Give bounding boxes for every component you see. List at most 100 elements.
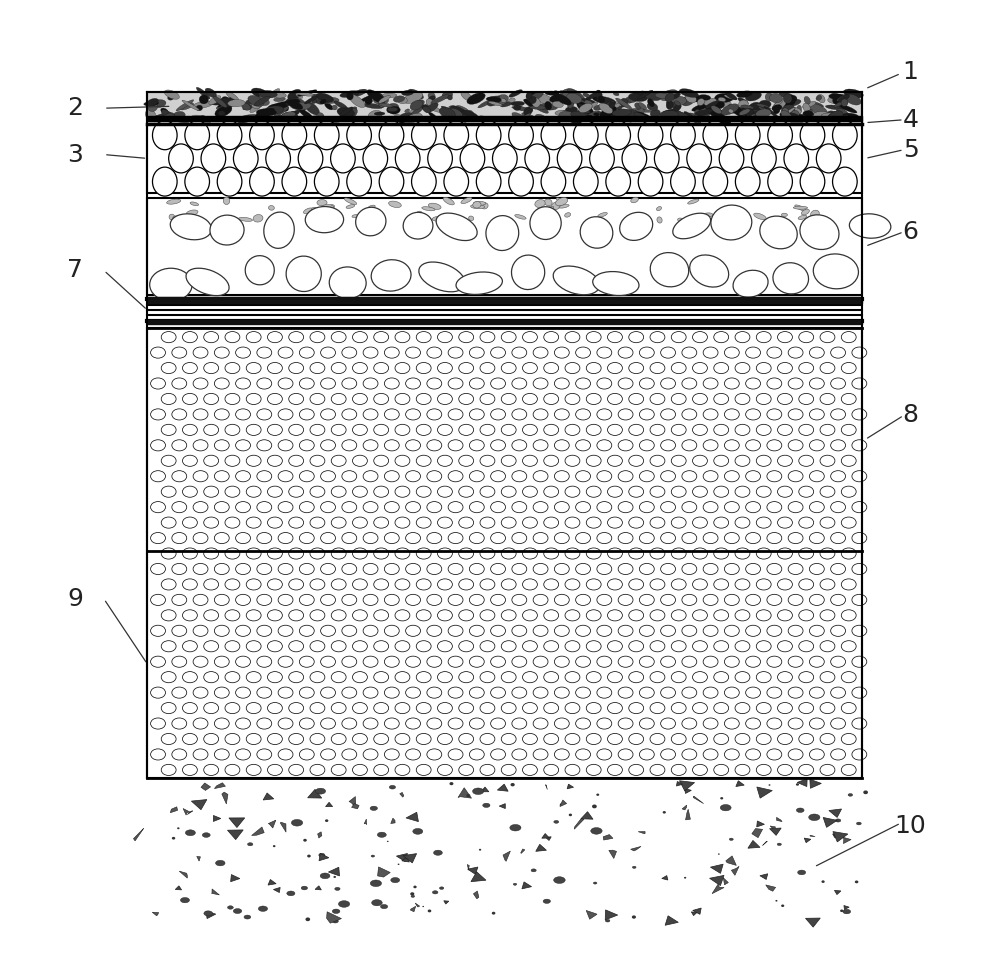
Ellipse shape [416,362,431,374]
Ellipse shape [161,610,176,621]
Ellipse shape [379,96,390,103]
Ellipse shape [405,113,422,123]
Ellipse shape [586,579,601,590]
Ellipse shape [491,749,506,760]
Ellipse shape [606,121,630,150]
Ellipse shape [146,99,158,106]
Ellipse shape [693,733,707,745]
Ellipse shape [656,207,662,211]
Ellipse shape [831,347,846,358]
Ellipse shape [586,393,601,405]
Ellipse shape [650,671,665,683]
Ellipse shape [257,409,272,420]
Ellipse shape [586,702,601,714]
Polygon shape [229,818,245,828]
Bar [147,198,862,295]
Ellipse shape [148,102,157,111]
Ellipse shape [544,199,552,206]
Ellipse shape [250,121,274,150]
Ellipse shape [583,93,590,98]
Ellipse shape [799,733,814,745]
Ellipse shape [672,93,680,99]
Text: 6: 6 [903,220,919,243]
Ellipse shape [545,91,558,96]
Ellipse shape [781,104,795,114]
Ellipse shape [368,110,382,120]
Ellipse shape [501,702,516,714]
Ellipse shape [342,656,357,668]
Ellipse shape [289,486,304,497]
Ellipse shape [299,409,314,420]
Ellipse shape [724,687,739,698]
Ellipse shape [437,486,452,497]
Ellipse shape [469,687,484,698]
Ellipse shape [152,121,177,150]
Ellipse shape [608,733,622,745]
Ellipse shape [661,687,676,698]
Ellipse shape [289,111,297,120]
Polygon shape [227,830,243,839]
Ellipse shape [314,167,339,196]
Ellipse shape [609,101,615,108]
Ellipse shape [257,470,272,482]
Ellipse shape [576,625,591,637]
Ellipse shape [829,94,847,100]
Ellipse shape [735,167,760,196]
Ellipse shape [365,97,373,104]
Ellipse shape [682,687,697,698]
Ellipse shape [533,563,548,575]
Ellipse shape [321,378,335,389]
Polygon shape [844,905,849,910]
Ellipse shape [799,702,814,714]
Ellipse shape [192,101,213,108]
Ellipse shape [529,105,548,109]
Ellipse shape [693,548,707,559]
Ellipse shape [693,671,707,683]
Ellipse shape [310,733,325,745]
Ellipse shape [778,455,792,467]
Ellipse shape [395,671,410,683]
Ellipse shape [331,610,346,621]
Ellipse shape [512,625,527,637]
Ellipse shape [406,749,420,760]
Ellipse shape [778,331,792,343]
Ellipse shape [852,532,867,544]
Ellipse shape [441,106,453,113]
Ellipse shape [375,93,383,100]
Ellipse shape [724,378,739,389]
Ellipse shape [650,702,665,714]
Ellipse shape [533,501,548,513]
Ellipse shape [225,733,240,745]
Ellipse shape [593,112,598,118]
Ellipse shape [767,347,782,358]
Ellipse shape [733,270,768,298]
Ellipse shape [491,409,506,420]
Ellipse shape [863,790,868,794]
Ellipse shape [352,548,367,559]
Ellipse shape [379,101,385,107]
Ellipse shape [274,98,285,101]
Ellipse shape [161,455,176,467]
Ellipse shape [703,656,718,668]
Ellipse shape [691,115,701,124]
Ellipse shape [756,548,771,559]
Ellipse shape [300,102,311,107]
Ellipse shape [820,331,835,343]
Ellipse shape [788,687,803,698]
Ellipse shape [767,378,782,389]
Ellipse shape [384,347,399,358]
Ellipse shape [374,764,389,776]
Ellipse shape [597,563,612,575]
Ellipse shape [693,424,707,436]
Ellipse shape [479,116,497,122]
Ellipse shape [257,594,272,606]
Ellipse shape [576,594,591,606]
Ellipse shape [172,440,187,451]
Ellipse shape [225,455,240,467]
Ellipse shape [278,749,293,760]
Ellipse shape [724,563,739,575]
Ellipse shape [512,718,527,729]
Ellipse shape [693,764,707,776]
Ellipse shape [244,915,251,919]
Ellipse shape [545,101,552,110]
